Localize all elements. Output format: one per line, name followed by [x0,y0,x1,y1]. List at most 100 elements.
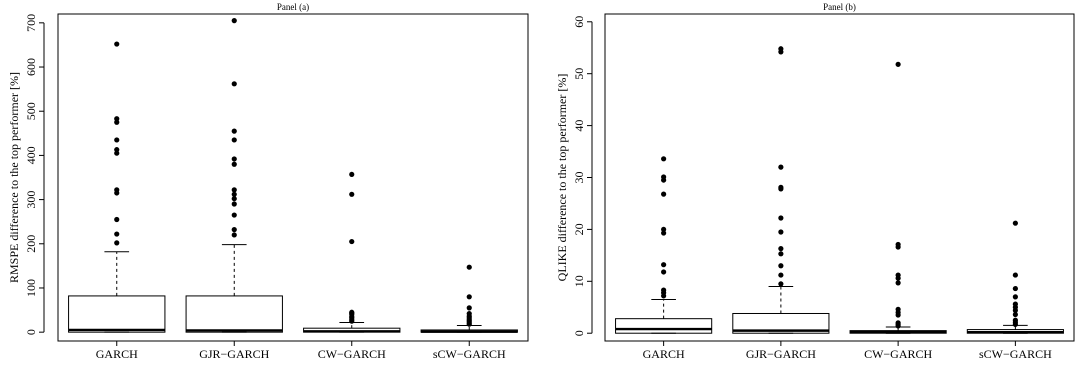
outlier-point [231,227,237,233]
outlier-point [231,191,237,197]
outlier-point [778,46,784,52]
outlier-point [778,251,784,257]
y-tick-label: 600 [24,58,38,76]
outlier-point [466,294,472,300]
y-tick-label: 0 [572,330,586,336]
y-tick-label: 700 [24,14,38,32]
outlier-point [231,161,237,167]
outlier-point [895,320,901,326]
box-1 [615,156,713,334]
outlier-point [349,191,355,197]
box-4 [966,220,1064,334]
outlier-point [231,187,237,193]
y-tick-label: 40 [572,120,586,132]
box-2 [185,18,283,333]
y-axis-label: QLIKE difference to the top performer [%… [555,74,569,282]
x-tick-label: CW−GARCH [864,347,932,361]
outlier-point [1012,285,1018,292]
outlier-point [1012,301,1018,307]
outlier-point [114,116,120,122]
outlier-point [895,272,901,278]
outlier-point [1012,220,1018,226]
outlier-point [231,201,237,207]
outlier-point [661,262,667,268]
outlier-point [349,309,355,315]
outlier-point [895,306,901,312]
outlier-point [114,41,120,47]
x-tick-label: GJR−GARCH [199,347,269,361]
outlier-point [466,264,472,270]
outlier-point [778,263,784,269]
y-tick-label: 400 [24,146,38,164]
y-tick-label: 200 [24,235,38,253]
outlier-point [661,230,667,236]
outlier-point [1012,272,1018,278]
box-4 [420,264,518,333]
x-tick-label: GARCH [96,347,138,361]
y-tick-label: 100 [24,279,38,297]
outlier-point [349,171,355,178]
outlier-point [661,156,667,162]
plot-frame [604,13,1075,342]
outlier-point [778,246,784,252]
outlier-point [661,174,667,180]
outlier-point [778,164,784,170]
outlier-point [114,231,120,237]
box-2 [732,46,830,334]
outlier-point [895,280,901,286]
outlier-point [114,187,120,193]
box-3 [849,61,947,334]
outlier-point [895,241,901,248]
outlier-point [466,305,472,311]
outlier-point [466,311,472,317]
box-body [732,312,830,334]
outlier-point [231,232,237,238]
outlier-point [231,18,237,24]
outlier-point [661,191,667,197]
outlier-point [231,81,237,87]
box-3 [303,171,401,333]
outlier-point [114,216,120,223]
outlier-point [778,184,784,190]
y-tick-label: 60 [572,16,586,28]
y-tick-label: 50 [572,68,586,80]
outlier-point [1012,317,1018,323]
x-tick-label: CW−GARCH [318,347,386,361]
y-tick-label: 300 [24,191,38,209]
panel-b: Panel (b) 0 10 20 30 40 50 60 QLIKE difference t… [555,2,1075,361]
outlier-point [231,137,237,143]
y-tick-label: 0 [24,329,38,335]
outlier-point [778,281,784,287]
outlier-point [661,269,667,275]
outlier-point [231,212,237,218]
outlier-point [231,128,237,134]
outlier-point [661,287,667,293]
outlier-point [114,147,120,153]
y-tick-label: 30 [572,172,586,184]
plot-frame [57,13,529,342]
outlier-point [1012,311,1018,318]
box-body [68,295,166,333]
outlier-point [1012,294,1018,300]
x-tick-label: GJR−GARCH [746,347,816,361]
y-axis-label: RMSPE difference to the top performer [%… [7,72,21,283]
outlier-point [661,226,667,233]
y-tick-label: 500 [24,102,38,120]
box-body [615,318,713,334]
outlier-point [895,61,901,67]
x-tick-label: sCW−GARCH [433,347,506,361]
outlier-point [778,215,784,221]
outlier-point [778,229,784,235]
outlier-point [114,137,120,143]
y-tick-label: 10 [572,275,586,287]
x-tick-label: sCW−GARCH [979,347,1052,361]
panel-title: Panel (a) [277,2,309,12]
box-body [185,295,283,333]
outlier-point [114,240,120,246]
panel-title: Panel (b) [823,2,856,12]
outlier-point [778,272,784,278]
outlier-point [231,156,237,162]
panel-a: Panel (a) 0 100 200 300 400 500 600 700 RMSPE dif… [7,2,529,361]
outlier-point [231,196,237,202]
